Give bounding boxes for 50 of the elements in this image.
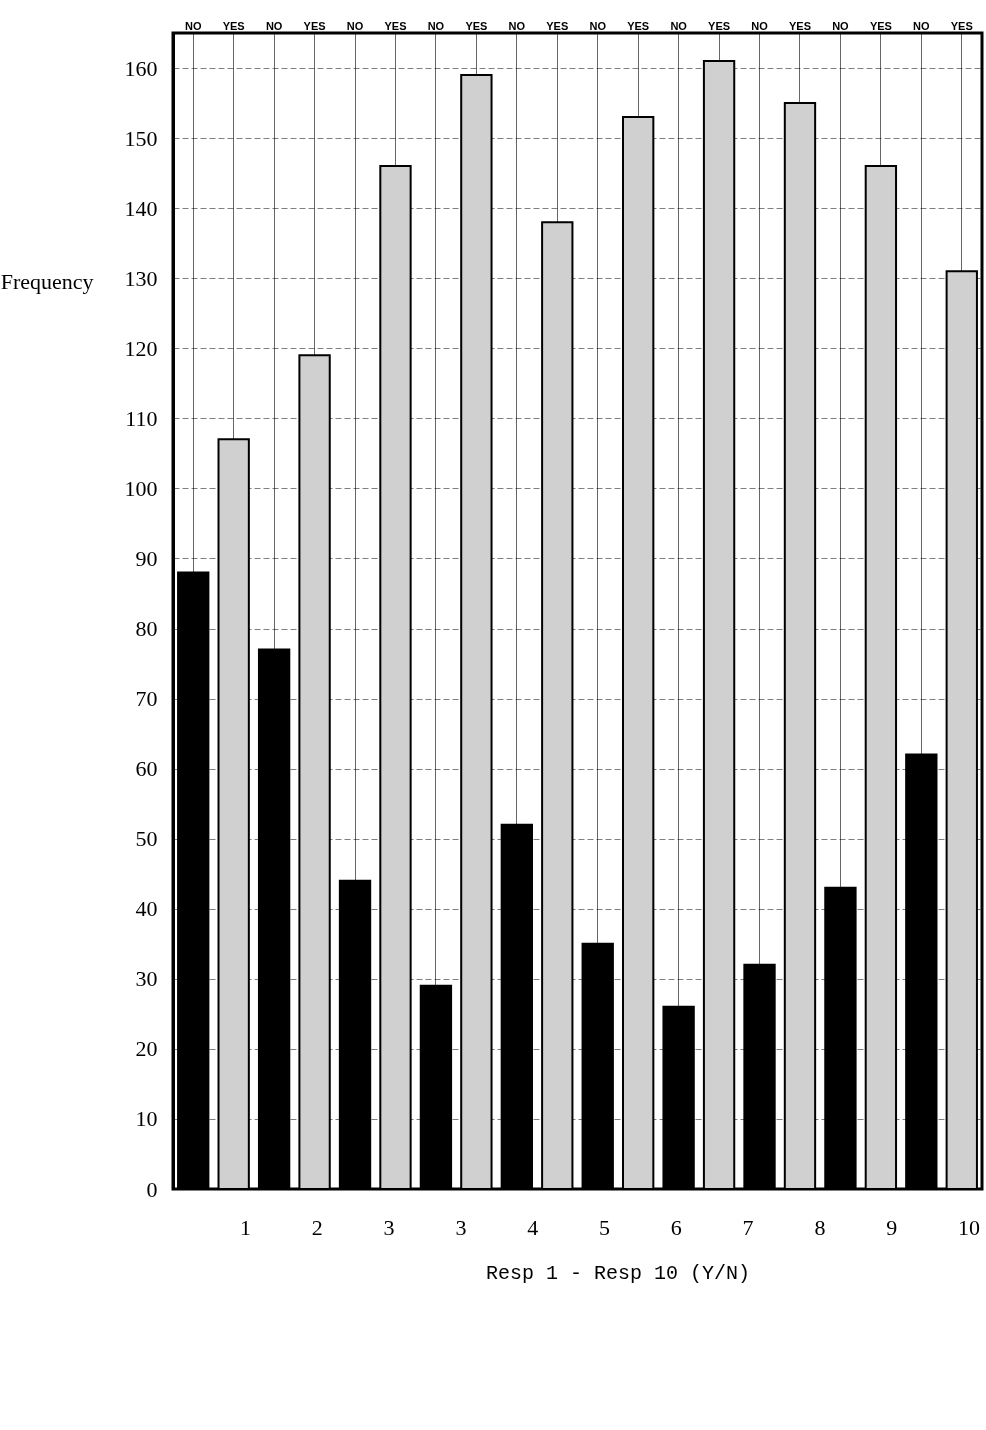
y-tick-label: 20 [135, 1036, 158, 1062]
y-tick-label: 90 [135, 545, 158, 571]
x-tick-label: NO [913, 19, 931, 32]
x-tick-label: NO [751, 19, 769, 32]
y-tick-label: 60 [135, 756, 158, 782]
x-tick-label: NO [184, 19, 202, 32]
y-tick-label: 10 [135, 1106, 158, 1132]
text: 8 [814, 1215, 826, 1241]
x-tick-label: YES [950, 19, 973, 32]
x-tick-label: NO [508, 19, 526, 32]
text: 7 [742, 1215, 754, 1241]
y-tick-label: 70 [135, 686, 158, 712]
y-tick-label: 40 [135, 896, 158, 922]
x-tick-label: YES [627, 19, 650, 32]
y-tick-label: 140 [124, 195, 158, 221]
text: 4 [527, 1215, 539, 1241]
y-tick-label: 120 [124, 335, 158, 361]
x-tick-label: YES [384, 19, 407, 32]
x-tick-label: YES [708, 19, 731, 32]
x-tick-label: YES [222, 19, 245, 32]
x-tick-label: NO [265, 19, 283, 32]
text: 3 [383, 1215, 395, 1241]
x-tick-label: NO [670, 19, 688, 32]
y-tick-label: 150 [124, 125, 158, 151]
x-tick-label: NO [427, 19, 445, 32]
y-tick-label: 110 [125, 405, 158, 431]
y-tick-label: 80 [135, 616, 158, 642]
x-tick-label: YES [303, 19, 326, 32]
y-axis-title: Frequency [0, 268, 94, 294]
y-tick-label: 30 [135, 966, 158, 992]
x-axis-title: Resp 1 - Resp 10 (Y/N) [484, 1262, 751, 1285]
x-tick-label: YES [465, 19, 488, 32]
text: 2 [311, 1215, 323, 1241]
x-tick-label: YES [869, 19, 892, 32]
y-tick-label: 100 [124, 475, 158, 501]
text: 10 [957, 1215, 980, 1241]
text: 1 [240, 1215, 251, 1241]
y-tick-label: 130 [124, 265, 158, 291]
y-tick-label: 160 [124, 55, 158, 81]
text: 9 [886, 1215, 898, 1241]
x-tick-label: YES [546, 19, 569, 32]
text: 3 [455, 1215, 467, 1241]
x-tick-label: NO [589, 19, 607, 32]
text: 5 [598, 1215, 610, 1241]
text: 6 [670, 1215, 682, 1241]
x-tick-label: NO [346, 19, 364, 32]
y-tick-label: 0 [146, 1176, 158, 1202]
y-tick-label: 50 [135, 826, 158, 852]
x-tick-label: NO [832, 19, 850, 32]
x-tick-label: YES [788, 19, 811, 32]
